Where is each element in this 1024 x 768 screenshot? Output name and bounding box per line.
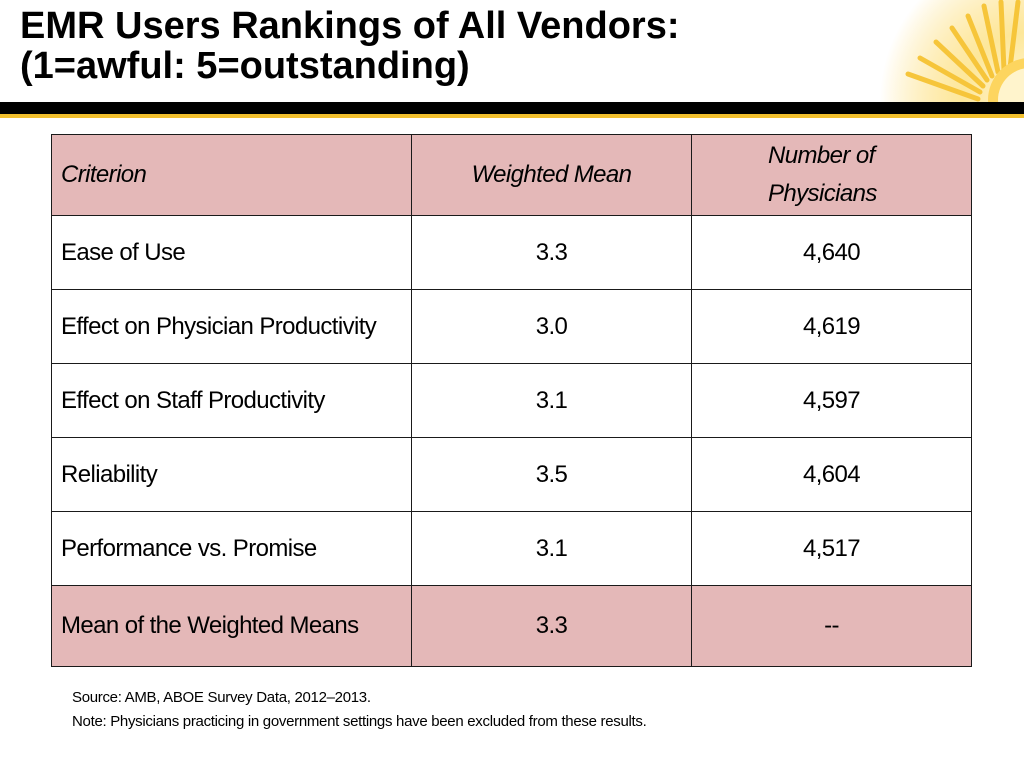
physicians-cell: 4,619 [691,289,972,364]
weighted-mean-cell: 3.1 [411,511,692,586]
table-row: Effect on Physician Productivity 3.0 4,6… [51,289,972,364]
source-footnote: Source: AMB, ABOE Survey Data, 2012–2013… [72,689,371,706]
table-row: Reliability 3.5 4,604 [51,437,972,512]
summary-criterion-cell: Mean of the Weighted Means [51,585,412,667]
slide-title: EMR Users Rankings of All Vendors: (1=aw… [20,6,900,86]
summary-weighted-mean-cell: 3.3 [411,585,692,667]
table-header-row: Criterion Weighted Mean Number of Physic… [51,134,972,216]
header-criterion: Criterion [51,134,412,216]
summary-physicians-cell: -- [691,585,972,667]
weighted-mean-cell: 3.3 [411,215,692,290]
physicians-cell: 4,604 [691,437,972,512]
criterion-cell: Effect on Staff Productivity [51,363,412,438]
criterion-cell: Ease of Use [51,215,412,290]
header-rule-gold [0,114,1024,118]
note-footnote: Note: Physicians practicing in governmen… [72,713,647,730]
weighted-mean-cell: 3.5 [411,437,692,512]
rankings-table: Criterion Weighted Mean Number of Physic… [51,134,972,667]
physicians-cell: 4,597 [691,363,972,438]
weighted-mean-cell: 3.1 [411,363,692,438]
header-rule-black [0,102,1024,114]
table-row: Ease of Use 3.3 4,640 [51,215,972,290]
table-row: Performance vs. Promise 3.1 4,517 [51,511,972,586]
criterion-cell: Performance vs. Promise [51,511,412,586]
header-number-of-physicians: Number of Physicians [691,134,972,216]
weighted-mean-cell: 3.0 [411,289,692,364]
summary-row: Mean of the Weighted Means 3.3 -- [51,585,972,667]
sun-burst-icon [880,0,1024,110]
slide-title-line-2: (1=awful: 5=outstanding) [20,45,470,87]
header-weighted-mean: Weighted Mean [411,134,692,216]
criterion-cell: Effect on Physician Productivity [51,289,412,364]
slide-title-line-1: EMR Users Rankings of All Vendors: [20,5,680,47]
physicians-cell: 4,517 [691,511,972,586]
table-row: Effect on Staff Productivity 3.1 4,597 [51,363,972,438]
criterion-cell: Reliability [51,437,412,512]
physicians-cell: 4,640 [691,215,972,290]
